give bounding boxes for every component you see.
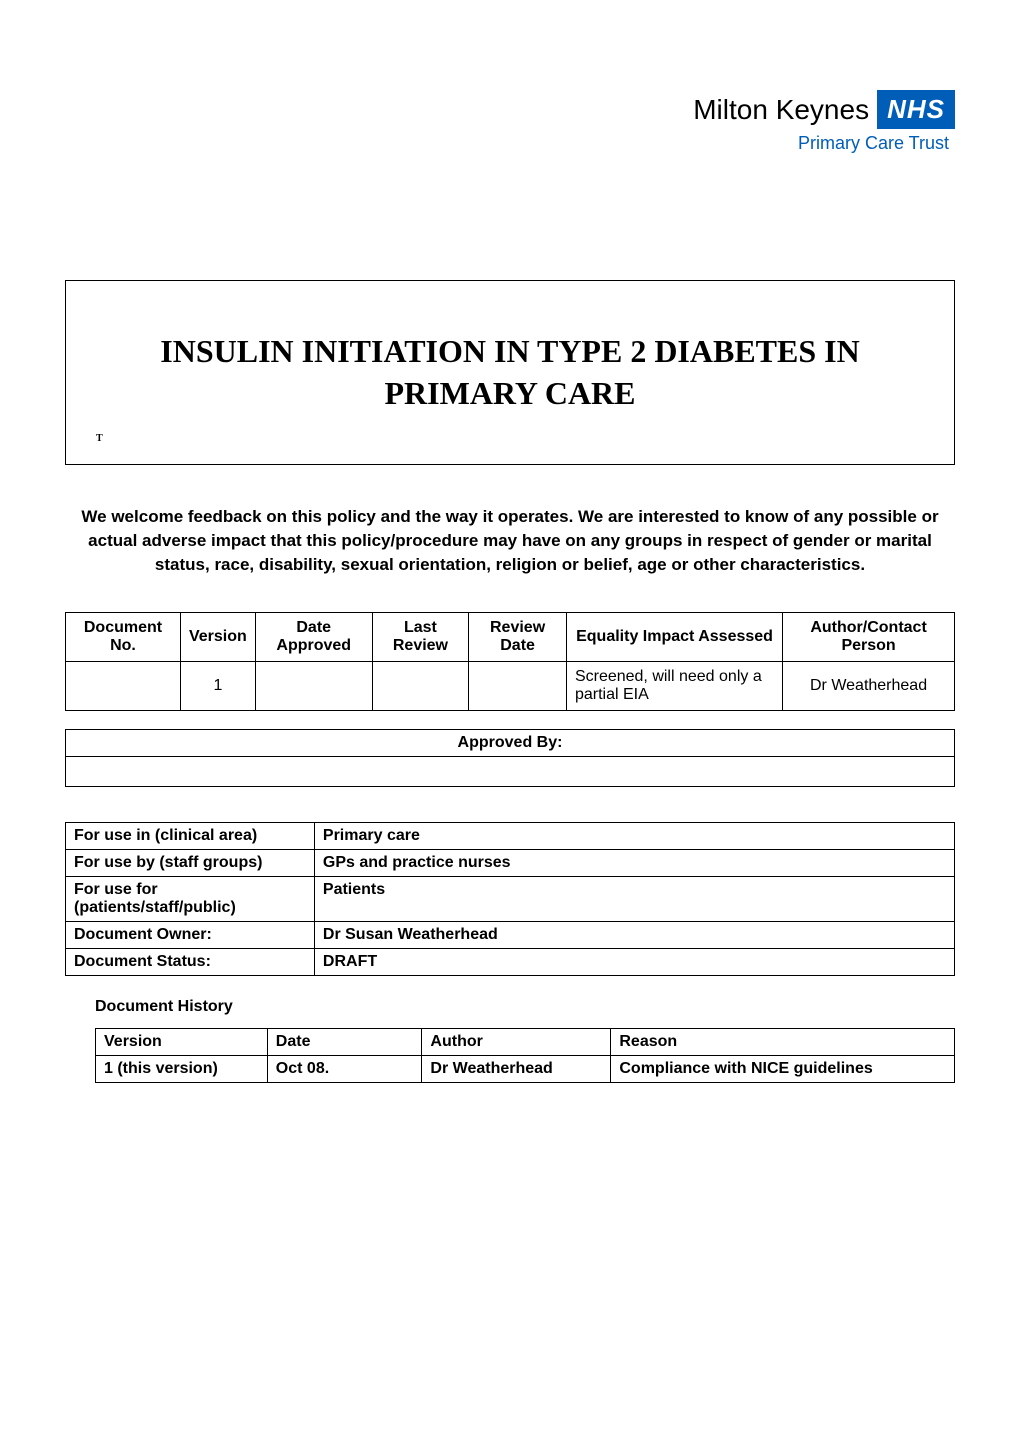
title-box: INSULIN INITIATION IN TYPE 2 DIABETES IN… bbox=[65, 280, 955, 465]
document-info-table: Document No. Version Date Approved Last … bbox=[65, 612, 955, 711]
table-header-row: Document No. Version Date Approved Last … bbox=[66, 612, 955, 661]
welcome-paragraph: We welcome feedback on this policy and t… bbox=[65, 505, 955, 576]
approved-by-value bbox=[66, 756, 955, 786]
document-history-table: Version Date Author Reason 1 (this versi… bbox=[95, 1028, 955, 1083]
header-equality-impact: Equality Impact Assessed bbox=[566, 612, 782, 661]
usage-label: Document Owner: bbox=[66, 921, 315, 948]
usage-value: Patients bbox=[314, 876, 954, 921]
title-sub-marker: T bbox=[96, 433, 103, 444]
logo-subtitle: Primary Care Trust bbox=[693, 133, 949, 154]
table-row: For use for (patients/staff/public) Pati… bbox=[66, 876, 955, 921]
logo-main-text: Milton Keynes bbox=[693, 94, 869, 126]
history-header-version: Version bbox=[96, 1028, 268, 1055]
table-header-row: Approved By: bbox=[66, 729, 955, 756]
history-header-date: Date bbox=[267, 1028, 422, 1055]
usage-value: Primary care bbox=[314, 822, 954, 849]
cell-review-date bbox=[469, 661, 567, 710]
cell-last-review bbox=[372, 661, 469, 710]
usage-value: Dr Susan Weatherhead bbox=[314, 921, 954, 948]
history-date: Oct 08. bbox=[267, 1055, 422, 1082]
cell-author-contact: Dr Weatherhead bbox=[783, 661, 955, 710]
table-row: Document Owner: Dr Susan Weatherhead bbox=[66, 921, 955, 948]
approved-by-header: Approved By: bbox=[66, 729, 955, 756]
usage-table: For use in (clinical area) Primary care … bbox=[65, 822, 955, 976]
table-row: For use by (staff groups) GPs and practi… bbox=[66, 849, 955, 876]
history-version: 1 (this version) bbox=[96, 1055, 268, 1082]
table-row bbox=[66, 756, 955, 786]
cell-document-no bbox=[66, 661, 181, 710]
logo-top-row: Milton Keynes NHS bbox=[693, 90, 955, 129]
usage-label: For use in (clinical area) bbox=[66, 822, 315, 849]
header-author-contact: Author/Contact Person bbox=[783, 612, 955, 661]
table-row: 1 Screened, will need only a partial EIA… bbox=[66, 661, 955, 710]
cell-date-approved bbox=[255, 661, 372, 710]
usage-value: DRAFT bbox=[314, 948, 954, 975]
usage-label: Document Status: bbox=[66, 948, 315, 975]
table-row: 1 (this version) Oct 08. Dr Weatherhead … bbox=[96, 1055, 955, 1082]
document-history-heading: Document History bbox=[95, 998, 955, 1016]
history-header-reason: Reason bbox=[611, 1028, 955, 1055]
header-date-approved: Date Approved bbox=[255, 612, 372, 661]
header-last-review: Last Review bbox=[372, 612, 469, 661]
history-reason: Compliance with NICE guidelines bbox=[611, 1055, 955, 1082]
cell-version: 1 bbox=[180, 661, 255, 710]
logo-area: Milton Keynes NHS Primary Care Trust bbox=[693, 90, 955, 154]
cell-equality-impact: Screened, will need only a partial EIA bbox=[566, 661, 782, 710]
header-document-no: Document No. bbox=[66, 612, 181, 661]
usage-label: For use for (patients/staff/public) bbox=[66, 876, 315, 921]
usage-value: GPs and practice nurses bbox=[314, 849, 954, 876]
header-review-date: Review Date bbox=[469, 612, 567, 661]
table-row: Document Status: DRAFT bbox=[66, 948, 955, 975]
nhs-badge: NHS bbox=[877, 90, 955, 129]
history-header-author: Author bbox=[422, 1028, 611, 1055]
history-author: Dr Weatherhead bbox=[422, 1055, 611, 1082]
approved-by-table: Approved By: bbox=[65, 729, 955, 787]
header-version: Version bbox=[180, 612, 255, 661]
usage-label: For use by (staff groups) bbox=[66, 849, 315, 876]
table-header-row: Version Date Author Reason bbox=[96, 1028, 955, 1055]
table-row: For use in (clinical area) Primary care bbox=[66, 822, 955, 849]
document-title: INSULIN INITIATION IN TYPE 2 DIABETES IN… bbox=[96, 331, 924, 414]
